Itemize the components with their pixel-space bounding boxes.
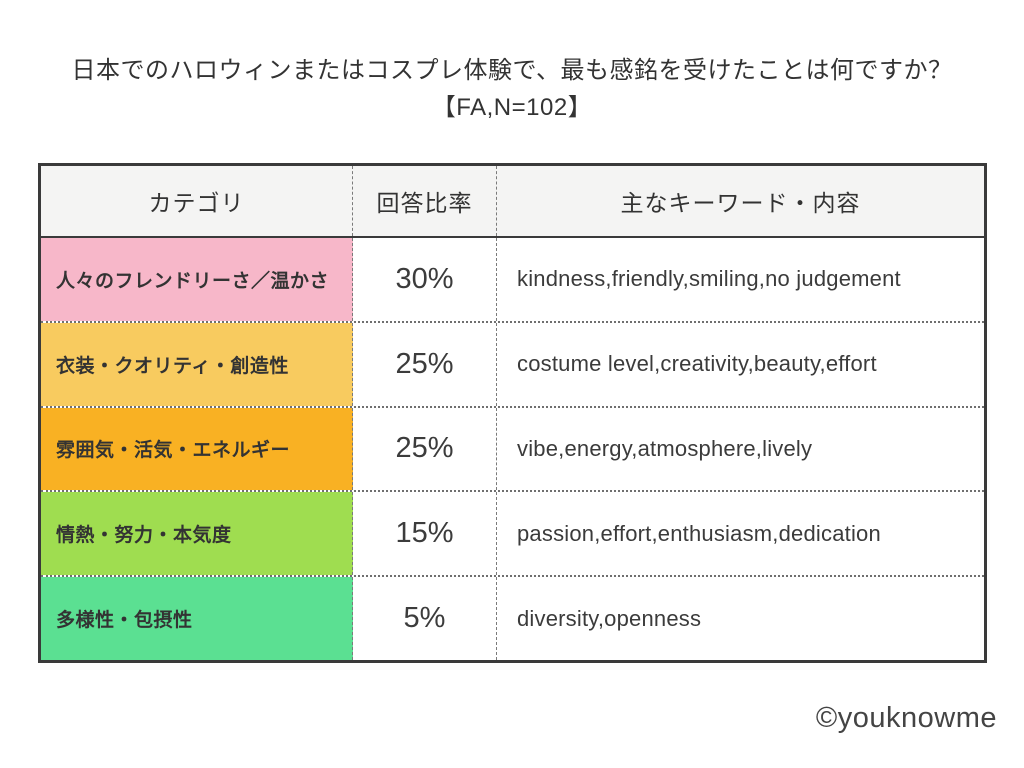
- table-row: 衣装・クオリティ・創造性 25% costume level,creativit…: [41, 320, 984, 406]
- survey-results-table: カテゴリ 回答比率 主なキーワード・内容 人々のフレンドリーさ／温かさ 30% …: [38, 163, 987, 663]
- keywords-cell: vibe,energy,atmosphere,lively: [517, 435, 813, 461]
- table-header-row: カテゴリ 回答比率 主なキーワード・内容: [41, 166, 984, 238]
- header-category: カテゴリ: [41, 166, 353, 236]
- category-cell: 情熱・努力・本気度: [41, 492, 353, 576]
- rate-cell: 25%: [353, 407, 497, 491]
- table-row: 情熱・努力・本気度 15% passion,effort,enthusiasm,…: [41, 490, 984, 576]
- table-row: 人々のフレンドリーさ／温かさ 30% kindness,friendly,smi…: [41, 238, 984, 321]
- header-rate: 回答比率: [353, 166, 497, 236]
- category-cell: 人々のフレンドリーさ／温かさ: [41, 238, 353, 321]
- header-keywords: 主なキーワード・内容: [620, 190, 861, 216]
- keywords-cell: costume level,creativity,beauty,effort: [517, 351, 877, 377]
- keywords-cell: kindness,friendly,smiling,no judgement: [517, 266, 901, 292]
- rate-cell: 5%: [353, 577, 497, 660]
- category-cell: 多様性・包摂性: [41, 577, 353, 660]
- table-row: 多様性・包摂性 5% diversity,openness: [41, 575, 984, 660]
- title-line-2: 【FA,N=102】: [431, 94, 593, 122]
- rate-cell: 25%: [353, 322, 497, 406]
- title-line-1: 日本でのハロウィンまたはコスプレ体験で、最も感銘を受けたことは何ですか？: [71, 57, 953, 84]
- rate-cell: 30%: [353, 238, 497, 321]
- rate-cell: 15%: [353, 492, 497, 576]
- copyright-credit: ©youknowme: [815, 702, 997, 734]
- keywords-cell: diversity,openness: [517, 605, 702, 631]
- keywords-cell: passion,effort,enthusiasm,dedication: [517, 520, 881, 546]
- page-title: 日本でのハロウィンまたはコスプレ体験で、最も感銘を受けたことは何ですか？ 【FA…: [0, 52, 1024, 126]
- category-cell: 衣装・クオリティ・創造性: [41, 322, 353, 406]
- table-row: 雰囲気・活気・エネルギー 25% vibe,energy,atmosphere,…: [41, 405, 984, 491]
- category-cell: 雰囲気・活気・エネルギー: [41, 407, 353, 491]
